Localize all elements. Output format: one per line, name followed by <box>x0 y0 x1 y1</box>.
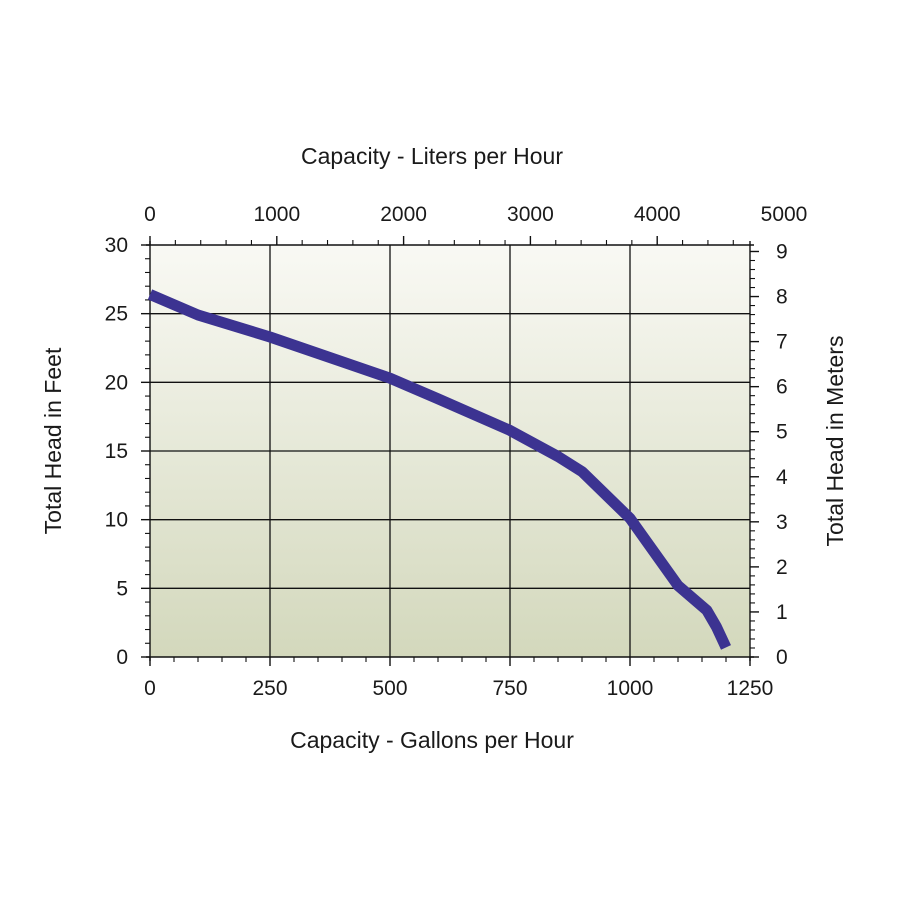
y-right-tick-label: 0 <box>776 646 788 669</box>
y-right-tick-label: 4 <box>776 466 788 489</box>
x-bottom-tick-label: 0 <box>144 677 156 700</box>
grid-lines <box>150 245 750 657</box>
x-bottom-tick-label: 250 <box>252 677 287 700</box>
y-left-axis-title: Total Head in Feet <box>40 347 66 534</box>
y-right-tick-label: 6 <box>776 376 788 399</box>
x-bottom-tick-label: 500 <box>372 677 407 700</box>
y-left-tick-label: 10 <box>105 509 128 532</box>
y-right-axis-title: Total Head in Meters <box>822 336 848 547</box>
x-top-tick-label: 5000 <box>761 203 808 226</box>
y-right-tick-label: 9 <box>776 240 788 263</box>
x-top-axis-title: Capacity - Liters per Hour <box>301 143 563 169</box>
y-left-tick-label: 25 <box>105 303 128 326</box>
y-right-tick-label: 7 <box>776 331 788 354</box>
x-top-tick-label: 0 <box>144 203 156 226</box>
y-left-tick-label: 20 <box>105 371 128 394</box>
x-bottom-tick-label: 1250 <box>727 677 774 700</box>
x-top-tick-label: 4000 <box>634 203 681 226</box>
y-left-tick-label: 0 <box>116 646 128 669</box>
x-top-tick-label: 2000 <box>380 203 427 226</box>
y-left-tick-label: 15 <box>105 440 128 463</box>
y-right-tick-label: 3 <box>776 511 788 534</box>
y-left-tick-label: 30 <box>105 234 128 257</box>
series-layer <box>147 289 731 650</box>
y-right-tick-label: 1 <box>776 601 788 624</box>
x-top-tick-label: 3000 <box>507 203 554 226</box>
y-right-tick-label: 8 <box>776 286 788 309</box>
y-left-tick-label: 5 <box>116 577 128 600</box>
x-bottom-axis-title: Capacity - Gallons per Hour <box>290 727 574 753</box>
x-bottom-tick-label: 750 <box>492 677 527 700</box>
y-right-tick-label: 2 <box>776 556 788 579</box>
y-right-tick-label: 5 <box>776 421 788 444</box>
x-top-tick-label: 1000 <box>253 203 300 226</box>
performance-curve-series-1 <box>147 289 731 650</box>
x-bottom-tick-label: 1000 <box>607 677 654 700</box>
